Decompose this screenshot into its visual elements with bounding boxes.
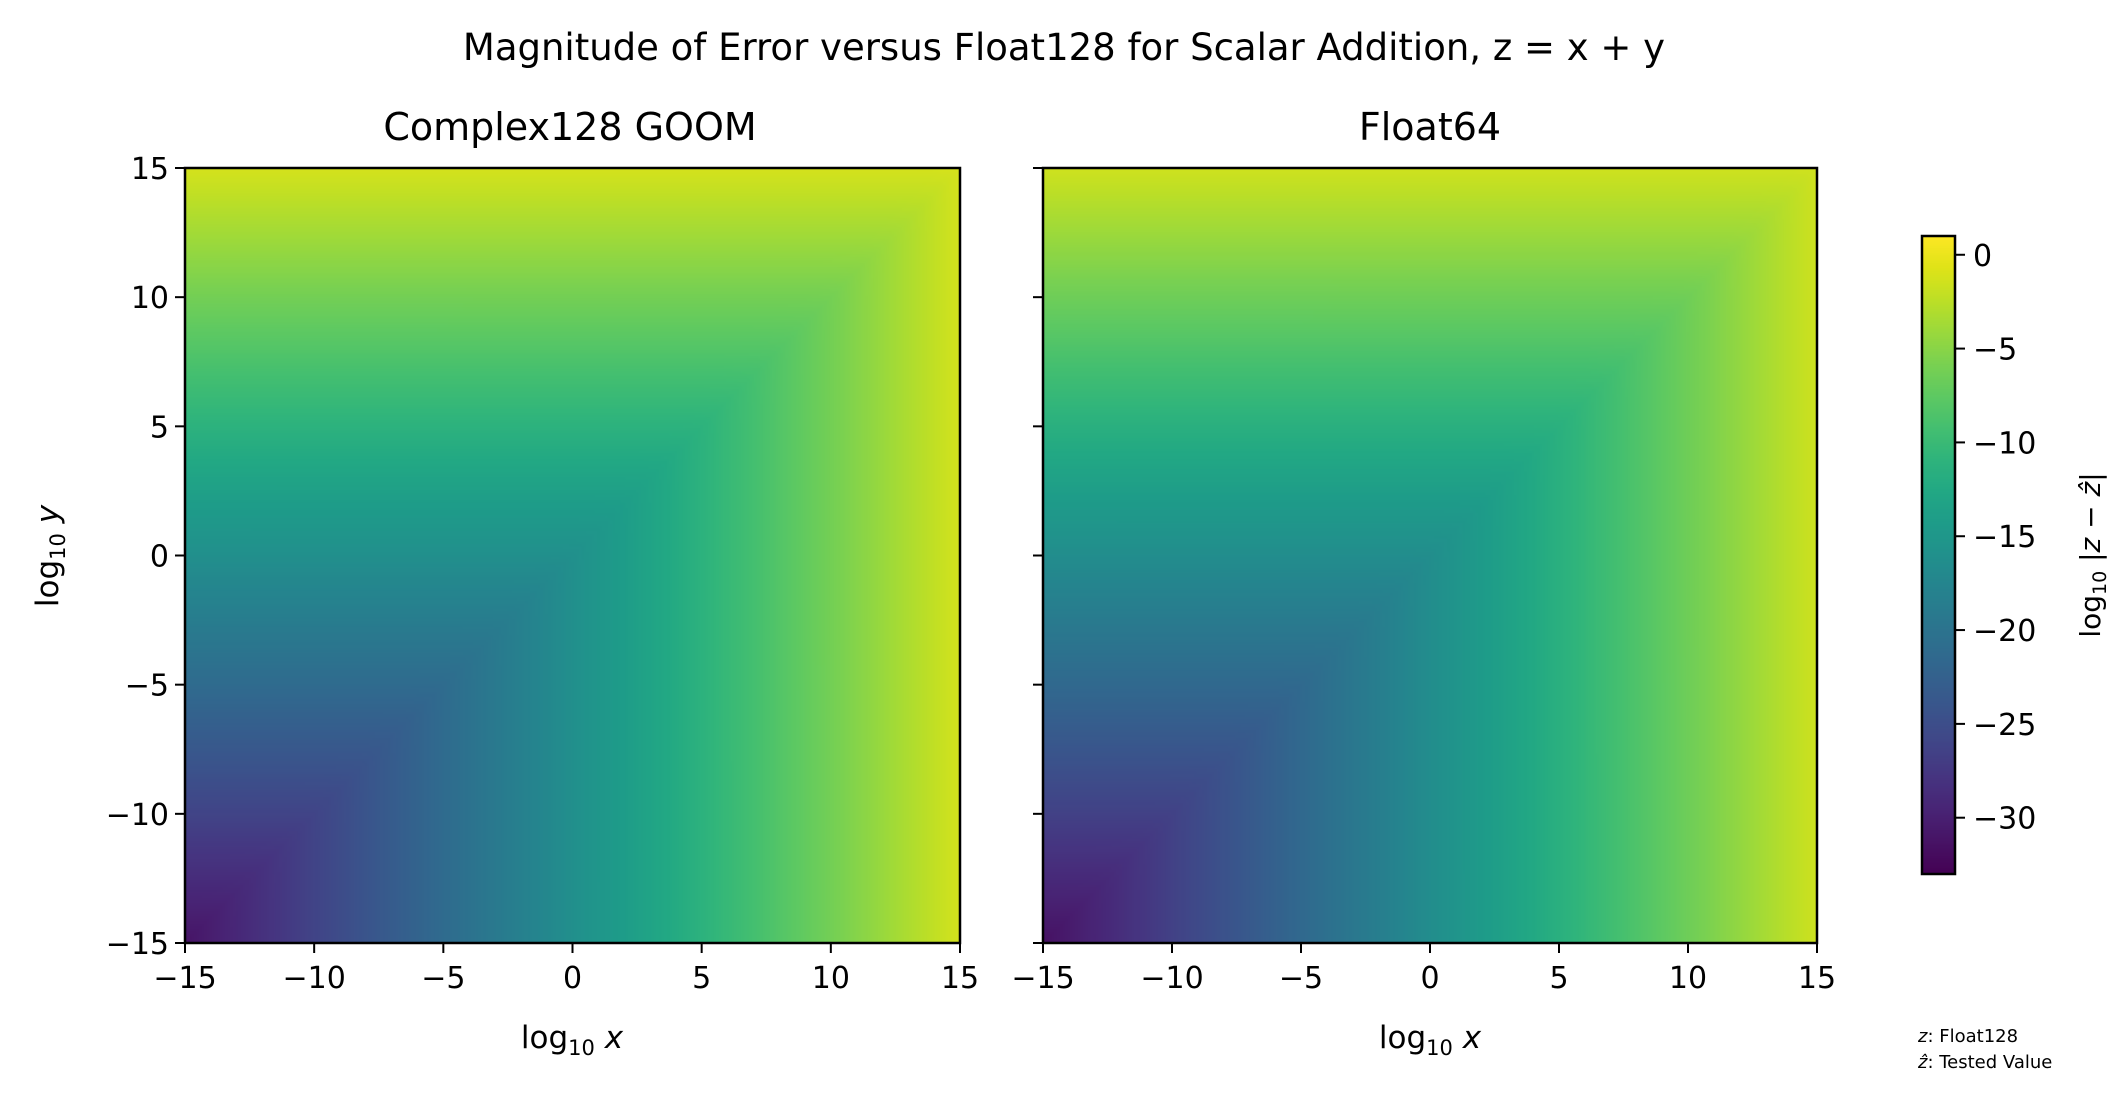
colorbar-tick-label: −30 (1973, 802, 2036, 837)
y-tick-label: −10 (106, 798, 169, 833)
figure-title: Magnitude of Error versus Float128 for S… (463, 26, 1665, 69)
x-tick-label: 10 (1669, 961, 1707, 996)
x-tick-label: 0 (563, 961, 582, 996)
colorbar-tick-label: −20 (1973, 614, 2036, 649)
x-tick-label: 15 (941, 961, 979, 996)
x-tick-label: −5 (421, 961, 465, 996)
colorbar-tick-label: 0 (1973, 239, 1992, 274)
x-tick-label: 15 (1798, 961, 1836, 996)
heatmap-panel-goom: Complex128 GOOM −15 −10 −5 0 5 10 15151050−5−1… (30, 105, 979, 1060)
x-tick-label: −15 (153, 961, 216, 996)
note-line-float128: z: Float128 (1917, 1026, 2018, 1047)
symbol-legend-note: z: Float128 ẑ: Tested Value (1917, 1026, 2052, 1073)
x-tick-label: −5 (1279, 961, 1323, 996)
x-tick-label: −10 (1140, 961, 1203, 996)
note-line-tested: ẑ: Tested Value (1917, 1052, 2052, 1073)
x-tick-label: 5 (1549, 961, 1568, 996)
y-tick-label: 10 (131, 281, 169, 316)
x-tick-label: 10 (812, 961, 850, 996)
colorbar: 0 −5 −10 −15 −20 −25 −30 log10 |z − ẑ| (1920, 234, 2111, 876)
y-tick-label: 15 (131, 152, 169, 187)
colorbar-tick-label: −15 (1973, 520, 2036, 555)
colorbar-tick-label: −5 (1973, 333, 2017, 368)
x-axis-label-float64: log10 x (1379, 1020, 1482, 1060)
axis-ticks-float64: −15 −10 −5 0 5 10 15 (1011, 167, 1836, 996)
y-tick-label: −15 (106, 927, 169, 962)
panel-title-goom: Complex128 GOOM (383, 105, 756, 149)
y-tick-label: −5 (125, 669, 169, 704)
y-tick-label: 5 (150, 410, 169, 445)
x-tick-label: −15 (1011, 961, 1074, 996)
y-tick-label: 0 (150, 540, 169, 575)
x-axis-label-goom: log10 x (521, 1020, 624, 1060)
colorbar-gradient (1922, 236, 1955, 874)
colorbar-tick-label: −10 (1973, 426, 2036, 461)
colorbar-tick-label: −25 (1973, 708, 2036, 743)
colorbar-frame (1920, 234, 1957, 876)
heatmap-panel-float64: Float64 −15 −10 −5 0 5 10 15 log10 x (1011, 105, 1836, 1060)
x-tick-label: −10 (283, 961, 346, 996)
colorbar-ticks: 0 −5 −10 −15 −20 −25 −30 (1955, 239, 2036, 837)
x-tick-label: 0 (1420, 961, 1439, 996)
x-tick-label: 5 (692, 961, 711, 996)
heatmap-image-float64 (1043, 168, 1817, 943)
y-axis-label: log10 y (30, 504, 70, 607)
axis-ticks-goom: −15 −10 −5 0 5 10 15 15 10 5 0 −5 −10 −15 (106, 152, 979, 996)
heatmap-image-goom (185, 168, 960, 943)
panel-title-float64: Float64 (1359, 105, 1501, 149)
colorbar-label: log10 |z − ẑ| (2074, 472, 2111, 637)
